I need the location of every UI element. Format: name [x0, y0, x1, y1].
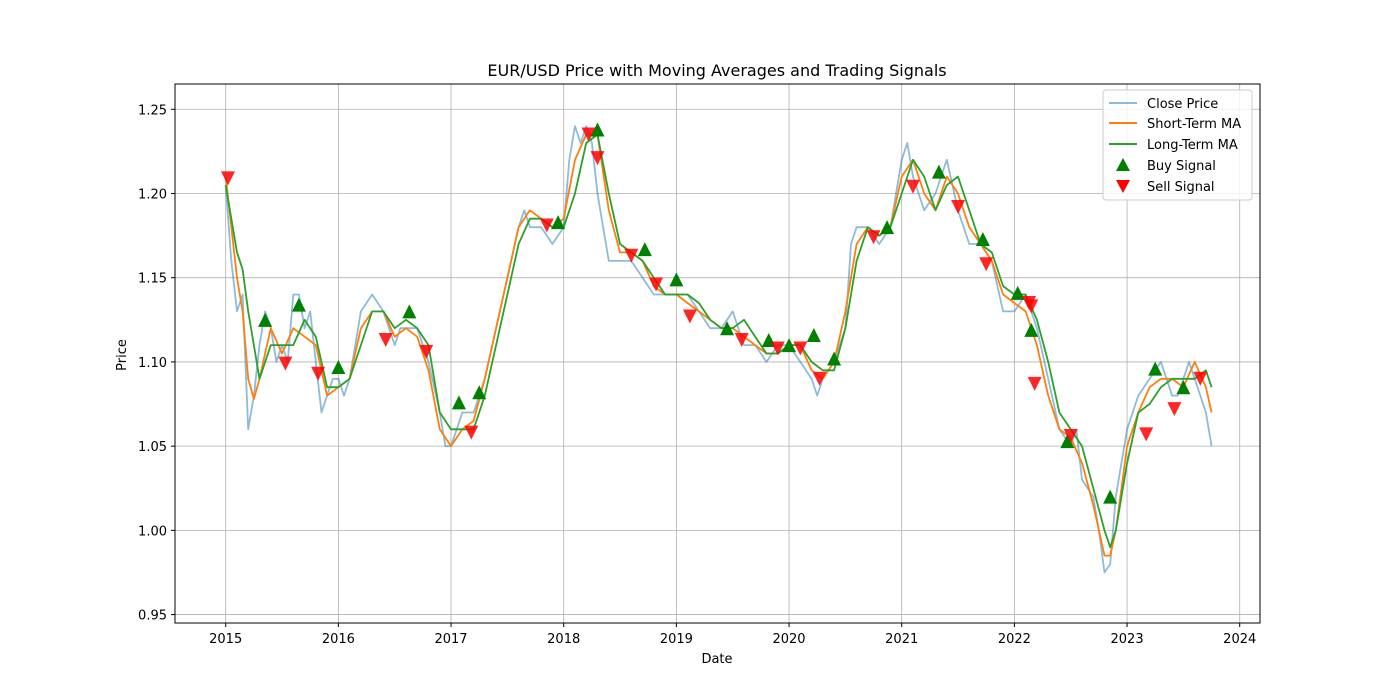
buy-signal-marker: [402, 304, 417, 319]
buy-signal-marker: [551, 215, 566, 230]
sell-signal-marker: [378, 333, 393, 348]
buy-signal-marker: [1176, 380, 1191, 395]
sell-signal-marker: [590, 151, 605, 166]
sell-signal-marker: [905, 179, 920, 194]
sell-signal-marker: [979, 257, 994, 272]
buy-signal-marker: [1024, 322, 1039, 337]
sell-signal-marker: [770, 341, 785, 356]
legend-long-label: Long-Term MA: [1147, 138, 1238, 153]
sell-signal-marker: [1139, 427, 1154, 442]
x-tick-label: 2020: [772, 632, 805, 647]
sell-signal-marker: [1193, 371, 1208, 386]
sell-signal-marker: [812, 371, 827, 386]
buy-signal-marker: [1103, 489, 1118, 504]
y-tick-label: 0.95: [138, 609, 167, 624]
buy-signal-marker: [880, 220, 895, 235]
y-tick-label: 1.10: [138, 356, 167, 371]
x-axis-label: Date: [701, 652, 732, 667]
x-tick-label: 2017: [434, 632, 467, 647]
buy-signal-marker: [291, 297, 306, 312]
x-tick-label: 2018: [547, 632, 580, 647]
buy-signal-marker: [806, 327, 821, 342]
buy-signal-marker: [931, 164, 946, 179]
sell-signal-marker: [1063, 429, 1078, 444]
x-tick-label: 2023: [1111, 632, 1144, 647]
x-tick-label: 2015: [209, 632, 242, 647]
x-tick-label: 2021: [885, 632, 918, 647]
buy-signal-marker: [827, 351, 842, 366]
buy-signal-marker: [637, 242, 652, 257]
sell-signal-marker: [1024, 299, 1039, 314]
legend-sell-marker: [1116, 180, 1130, 193]
x-tick-label: 2016: [322, 632, 355, 647]
buy-signal-marker: [451, 395, 466, 410]
y-tick-label: 1.20: [138, 187, 167, 202]
y-tick-label: 1.25: [138, 103, 167, 118]
legend-buy-marker: [1116, 158, 1130, 171]
y-tick-label: 1.15: [138, 272, 167, 287]
buy-signal-marker: [720, 321, 735, 336]
sell-signal-marker: [624, 248, 639, 263]
buy-signal-marker: [975, 231, 990, 246]
sell-signal-marker: [682, 309, 697, 324]
sell-signal-marker: [278, 356, 293, 371]
buy-signal-marker: [1060, 434, 1075, 449]
sell-signal-marker: [793, 341, 808, 356]
x-tick-label: 2019: [660, 632, 693, 647]
sell-signal-marker: [581, 127, 596, 142]
buy-signal-marker: [472, 385, 487, 400]
sell-signal-marker: [419, 344, 434, 359]
chart-title: EUR/USD Price with Moving Averages and T…: [487, 61, 946, 80]
buy-signal-marker: [1010, 285, 1025, 300]
sell-signal-marker: [311, 366, 326, 381]
buy-signal-marker: [669, 272, 684, 287]
y-tick-label: 1.00: [138, 524, 167, 539]
sell-signal-marker: [734, 333, 749, 348]
buy-signal-marker: [331, 359, 346, 374]
buy-signal-marker: [590, 122, 605, 137]
y-axis-label: Price: [115, 339, 130, 371]
axis-ticks: 2015 2016 2017 2018 2019 2020 2021 2022 2023 2024…: [138, 103, 1256, 647]
x-tick-label: 2022: [998, 632, 1031, 647]
legend-close-label: Close Price: [1147, 97, 1218, 112]
sell-signal-marker: [866, 230, 881, 245]
y-tick-label: 1.05: [138, 440, 167, 455]
sell-signal-marker: [649, 277, 664, 292]
buy-signal-marker: [258, 312, 273, 327]
sell-signal-marker: [464, 425, 479, 440]
legend-buy-label: Buy Signal: [1147, 159, 1216, 174]
plot-area: [220, 122, 1213, 574]
legend-sell-label: Sell Signal: [1147, 180, 1215, 195]
sell-signal-marker: [220, 171, 235, 186]
axes-frame: [174, 83, 1261, 624]
long-term-ma-line: [224, 133, 1213, 549]
sell-signal-marker: [1027, 376, 1042, 391]
x-tick-label: 2024: [1223, 632, 1256, 647]
sell-signal-marker: [539, 218, 554, 233]
sell-signal-marker: [951, 199, 966, 214]
sell-signal-marker: [1167, 402, 1182, 417]
legend: Close Price Short-Term MA Long-Term MA B…: [1102, 89, 1253, 201]
buy-signal-marker: [1148, 361, 1163, 376]
buy-signal-marker: [782, 338, 797, 353]
legend-short-label: Short-Term MA: [1147, 117, 1241, 132]
legend-box: [1102, 89, 1253, 201]
